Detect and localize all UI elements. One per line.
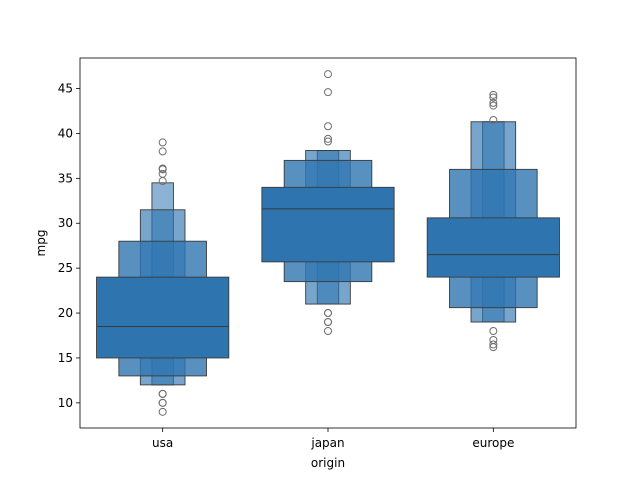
x-tick-label: japan: [310, 436, 344, 450]
y-tick-label: 35: [58, 171, 73, 185]
outlier-usa-2: [158, 398, 167, 407]
y-tick-label: 10: [58, 396, 73, 410]
x-axis-label: origin: [311, 456, 345, 470]
outlier-europe-5: [489, 101, 498, 110]
outlier-europe-4: [489, 115, 498, 124]
outlier-usa-4: [158, 389, 167, 398]
box-europe-level-0: [426, 217, 560, 278]
x-tick-label: europe: [472, 436, 514, 450]
y-axis-label: mpg: [34, 230, 48, 257]
group-europe: [426, 90, 560, 352]
y-tick-label: 40: [58, 126, 73, 140]
outlier-europe-1: [489, 340, 498, 349]
outlier-usa-0: [158, 407, 167, 416]
outlier-japan-9: [324, 70, 332, 79]
outlier-europe-6: [489, 98, 498, 107]
outlier-europe-7: [489, 93, 498, 102]
outlier-japan-0: [324, 327, 332, 336]
outlier-japan-2: [324, 318, 332, 327]
box-usa-level-0: [96, 276, 230, 359]
outlier-usa-8: [158, 164, 167, 173]
outlier-japan-4: [324, 309, 332, 318]
plot-area: [96, 70, 560, 416]
y-tick-label: 25: [58, 261, 73, 275]
y-tick-label: 15: [58, 351, 73, 365]
outlier-europe-8: [489, 90, 498, 99]
y-tick-label: 45: [58, 82, 73, 96]
y-tick-label: 30: [58, 216, 73, 230]
x-tick-label: usa: [152, 436, 173, 450]
outlier-japan-6: [324, 134, 332, 143]
y-tick-label: 20: [58, 306, 73, 320]
box-japan-level-0: [261, 186, 395, 263]
outlier-usa-10: [158, 138, 167, 147]
outlier-usa-6: [158, 169, 167, 178]
outlier-europe-3: [489, 327, 498, 336]
outlier-japan-5: [324, 137, 332, 146]
group-usa: [96, 138, 230, 416]
outlier-usa-9: [158, 147, 167, 156]
group-japan: [261, 70, 395, 336]
outlier-japan-8: [324, 88, 332, 97]
axes: 10 15 20 25 30 35 40 45 usa japan europe: [58, 82, 515, 450]
outlier-japan-7: [324, 122, 332, 131]
outlier-europe-2: [489, 335, 498, 344]
